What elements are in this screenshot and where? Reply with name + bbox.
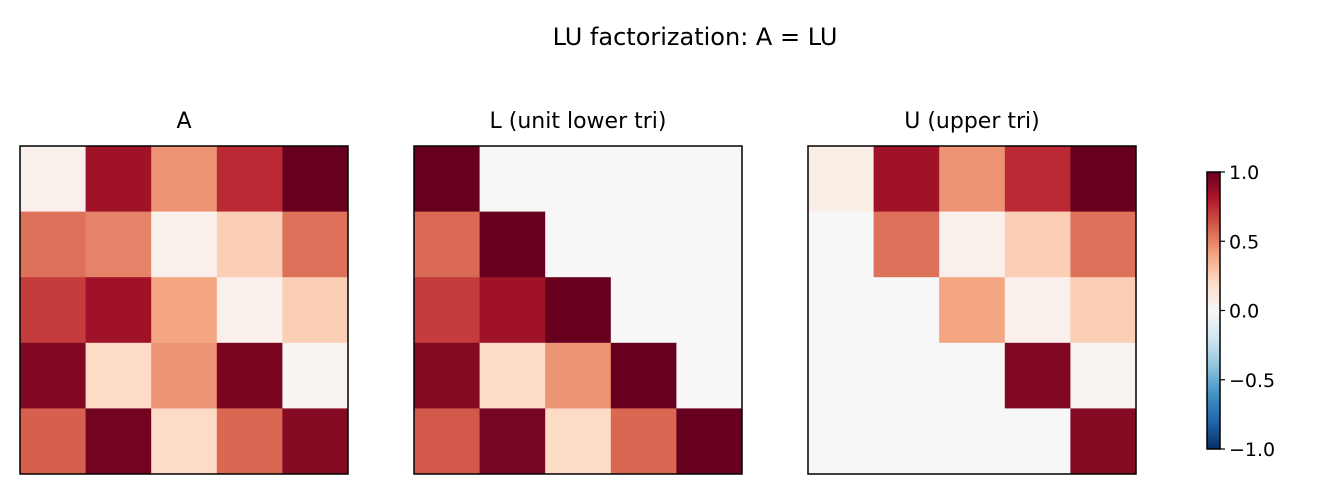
colorbar-tick-label: 0.5 bbox=[1229, 231, 1259, 253]
heatmap-panel: L (unit lower tri) bbox=[413, 109, 743, 475]
heatmap-cell bbox=[216, 408, 283, 475]
heatmap-cell bbox=[1004, 146, 1071, 213]
heatmap-cell bbox=[20, 146, 87, 213]
figure-title: LU factorization: A = LU bbox=[553, 23, 838, 51]
colorbar: 1.0 0.5 0.0 −0.5 −1.0 bbox=[1206, 162, 1275, 461]
heatmap-cell bbox=[610, 277, 677, 344]
heatmap-cell bbox=[479, 146, 546, 213]
heatmap-cell bbox=[676, 146, 743, 213]
heatmap-cell bbox=[610, 146, 677, 213]
heatmap-cell bbox=[610, 408, 677, 475]
heatmap-cell bbox=[151, 211, 218, 278]
heatmap-cell bbox=[808, 277, 875, 344]
heatmap-cell bbox=[151, 342, 218, 409]
heatmap-cell bbox=[282, 277, 349, 344]
heatmap-cell bbox=[545, 146, 612, 213]
colorbar-tick-label: −0.5 bbox=[1229, 370, 1275, 392]
heatmap-cell bbox=[676, 342, 743, 409]
heatmap-cell bbox=[151, 277, 218, 344]
heatmap-cell bbox=[479, 408, 546, 475]
panel-frame bbox=[807, 145, 1137, 475]
heatmap-cell bbox=[1070, 146, 1137, 213]
heatmap-cell bbox=[85, 211, 152, 278]
heatmap-cell bbox=[939, 146, 1006, 213]
heatmap-cell bbox=[939, 342, 1006, 409]
heatmap-cell bbox=[282, 211, 349, 278]
heatmap-cell bbox=[216, 146, 283, 213]
heatmap-cell bbox=[479, 277, 546, 344]
panel-title: A bbox=[176, 109, 191, 134]
heatmap-cell bbox=[808, 211, 875, 278]
heatmap-cell bbox=[610, 211, 677, 278]
heatmap-cell bbox=[479, 211, 546, 278]
heatmap-cell bbox=[873, 146, 940, 213]
heatmap-cell bbox=[939, 211, 1006, 278]
heatmap-cell bbox=[808, 342, 875, 409]
heatmap-cell bbox=[85, 277, 152, 344]
colorbar-tick-label: −1.0 bbox=[1229, 439, 1275, 461]
heatmap-cell bbox=[545, 342, 612, 409]
heatmap-cell bbox=[479, 342, 546, 409]
heatmap-cell bbox=[216, 342, 283, 409]
colorbar-gradient bbox=[1206, 171, 1221, 450]
heatmap-cell bbox=[282, 342, 349, 409]
heatmap-cell bbox=[414, 342, 481, 409]
heatmap-cell bbox=[545, 408, 612, 475]
heatmap-cell bbox=[676, 277, 743, 344]
heatmap-cell bbox=[282, 146, 349, 213]
heatmap-cell bbox=[808, 408, 875, 475]
heatmap-cell bbox=[1070, 408, 1137, 475]
heatmap-cell bbox=[85, 146, 152, 213]
heatmap-cell bbox=[414, 408, 481, 475]
heatmap-cell bbox=[873, 342, 940, 409]
heatmap-cell bbox=[1070, 211, 1137, 278]
colorbar-tick-label: 1.0 bbox=[1229, 162, 1259, 184]
heatmap-cell bbox=[939, 277, 1006, 344]
heatmap-cell bbox=[151, 408, 218, 475]
heatmap-cell bbox=[85, 408, 152, 475]
panel-title: L (unit lower tri) bbox=[490, 109, 667, 134]
heatmap-cell bbox=[1004, 211, 1071, 278]
heatmap-cell bbox=[545, 277, 612, 344]
heatmap-cell bbox=[1004, 277, 1071, 344]
heatmap-cell bbox=[85, 342, 152, 409]
heatmap-cell bbox=[1070, 277, 1137, 344]
heatmap-cell bbox=[20, 342, 87, 409]
colorbar-tick-label: 0.0 bbox=[1229, 301, 1259, 323]
heatmap-cell bbox=[873, 408, 940, 475]
heatmap-cell bbox=[216, 277, 283, 344]
heatmap-cell bbox=[545, 211, 612, 278]
heatmap-cell bbox=[808, 146, 875, 213]
heatmap-cell bbox=[676, 211, 743, 278]
panel-frame bbox=[413, 145, 743, 475]
heatmap-cell bbox=[414, 211, 481, 278]
heatmap-cell bbox=[610, 342, 677, 409]
heatmap-cell bbox=[151, 146, 218, 213]
panel-frame bbox=[19, 145, 349, 475]
heatmap-cell bbox=[414, 146, 481, 213]
heatmap-cell bbox=[20, 277, 87, 344]
heatmap-panel: A bbox=[19, 109, 349, 475]
heatmap-cell bbox=[20, 211, 87, 278]
heatmap-panel: U (upper tri) bbox=[807, 109, 1137, 475]
heatmap-cell bbox=[1070, 342, 1137, 409]
heatmap-cell bbox=[939, 408, 1006, 475]
heatmap-cell bbox=[282, 408, 349, 475]
heatmap-cell bbox=[1004, 342, 1071, 409]
heatmap-cell bbox=[1004, 408, 1071, 475]
heatmap-cell bbox=[20, 408, 87, 475]
heatmap-cell bbox=[216, 211, 283, 278]
heatmap-cell bbox=[873, 211, 940, 278]
heatmap-cell bbox=[676, 408, 743, 475]
heatmap-cell bbox=[873, 277, 940, 344]
heatmap-cell bbox=[414, 277, 481, 344]
panel-title: U (upper tri) bbox=[904, 109, 1040, 134]
